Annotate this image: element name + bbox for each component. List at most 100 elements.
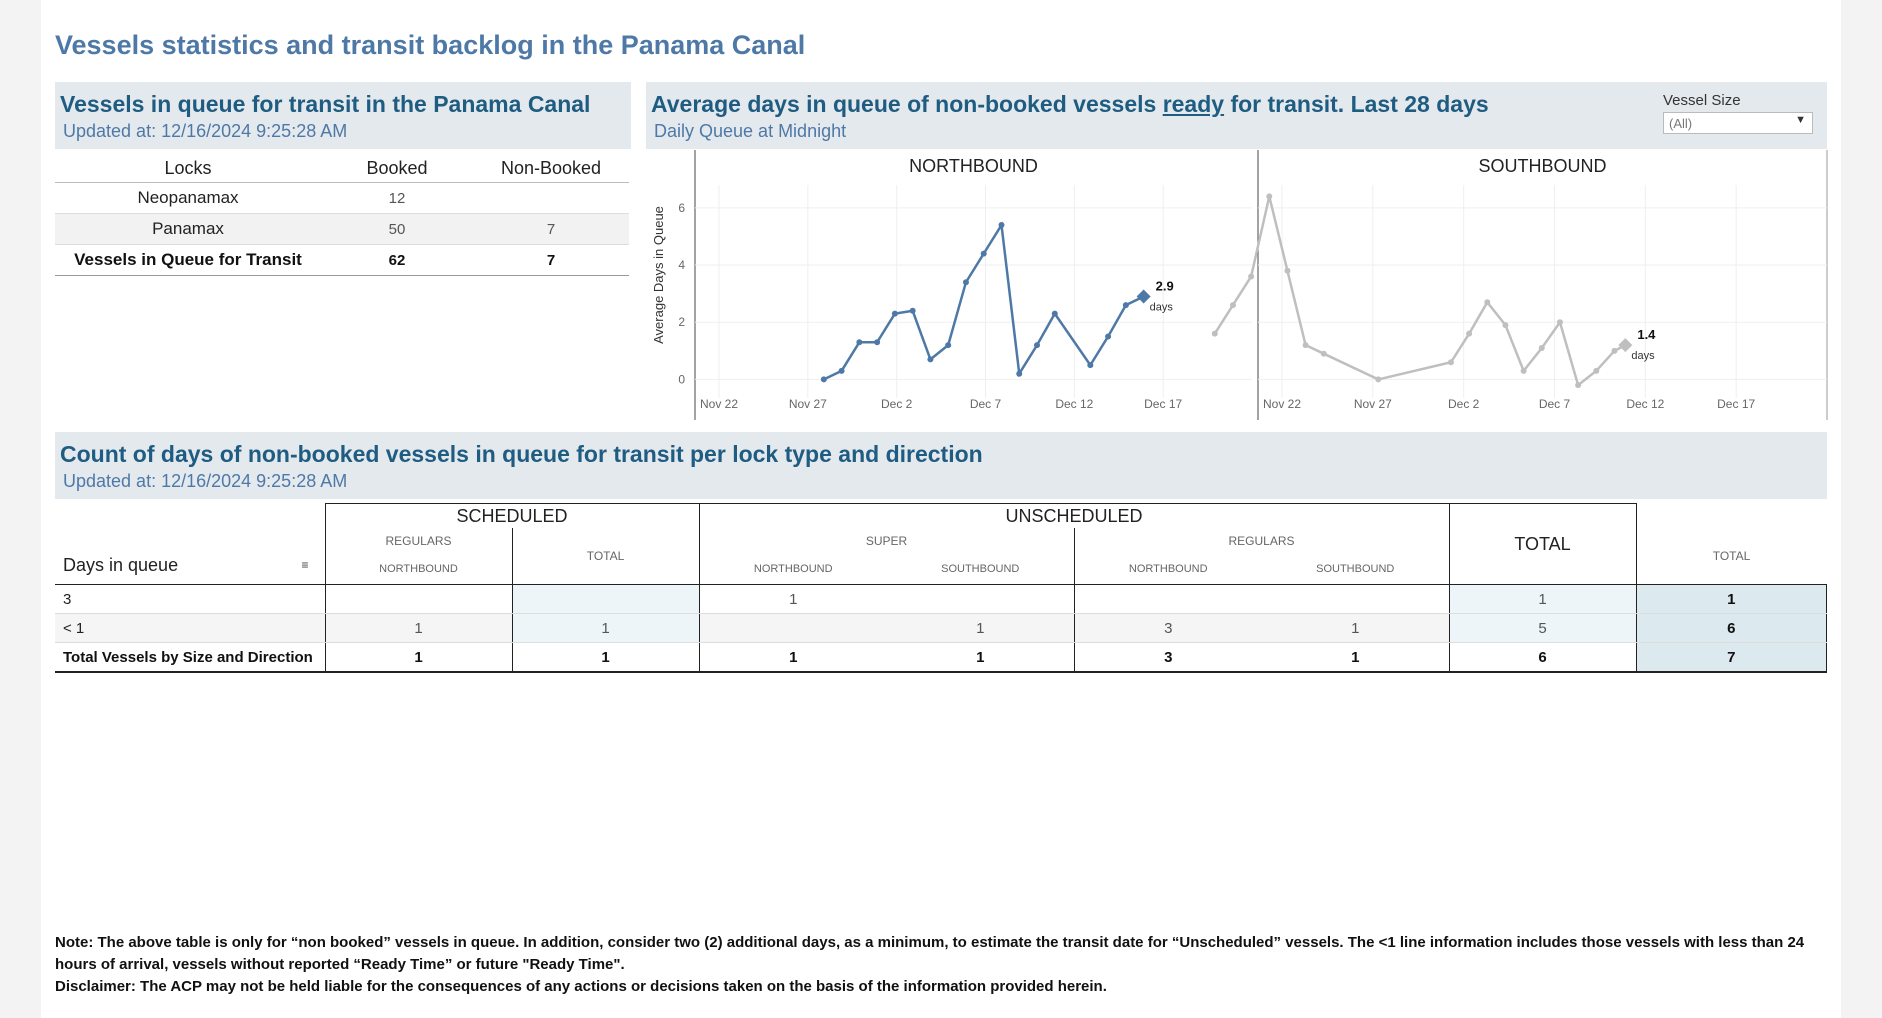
cell[interactable]: 6 (1635, 613, 1827, 643)
count-panel-header: Count of days of non-booked vessels in q… (55, 432, 1827, 499)
cell[interactable]: 1 (511, 642, 699, 673)
data-point (1502, 322, 1509, 329)
cell[interactable]: 7 (1635, 642, 1827, 673)
data-point (838, 367, 845, 374)
cell[interactable]: 1 (698, 584, 887, 614)
lock-name: Neopanamax (55, 182, 321, 214)
cell[interactable]: 1 (1262, 613, 1449, 643)
y-tick-label: 4 (678, 258, 685, 272)
cell[interactable]: 1 (887, 642, 1074, 673)
data-point (1611, 347, 1618, 354)
series-line (1213, 196, 1626, 388)
booked-value[interactable]: 50 (321, 213, 473, 245)
cell[interactable] (1073, 584, 1262, 614)
data-point (1034, 342, 1041, 349)
x-tick-label: Nov 27 (1354, 397, 1392, 411)
table-row: Panamax 50 7 (55, 213, 629, 245)
vessel-size-value: (All) (1669, 116, 1693, 131)
data-point (1375, 376, 1382, 383)
queue-table: Locks Booked Non-Booked Neopanamax 12 Pa… (55, 154, 629, 276)
cell[interactable] (887, 584, 1074, 614)
data-point (1320, 350, 1327, 357)
table-row-total: Vessels in Queue for Transit 62 7 (55, 244, 629, 276)
cell[interactable]: 1 (698, 642, 887, 673)
data-point (1593, 367, 1600, 374)
cell[interactable]: 1 (511, 613, 699, 643)
last-value-label: 1.4 (1637, 327, 1656, 342)
cell[interactable]: 1 (1448, 584, 1636, 614)
non-booked-value[interactable] (473, 182, 629, 214)
last-value-label: 2.9 (1156, 279, 1174, 294)
data-point (874, 339, 881, 346)
non-booked-value[interactable]: 7 (473, 213, 629, 245)
ready-link[interactable]: ready (1162, 91, 1225, 117)
direction-northbound: NORTHBOUND (698, 554, 887, 585)
booked-value[interactable]: 62 (321, 244, 473, 276)
row-label: Total Vessels by Size and Direction (55, 642, 325, 673)
x-tick-label: Dec 7 (970, 397, 1002, 411)
data-point (1302, 342, 1309, 349)
data-point (980, 250, 987, 257)
direction-northbound: NORTHBOUND (1073, 554, 1262, 585)
scheduled-total-subheader: TOTAL (511, 528, 699, 585)
cell[interactable]: 1 (324, 642, 512, 673)
data-point (891, 310, 898, 317)
scheduled-header: SCHEDULED (324, 503, 699, 528)
x-tick-label: Dec 12 (1055, 397, 1093, 411)
cell[interactable]: 1 (887, 613, 1074, 643)
y-axis-label: Average Days in Queue (651, 206, 666, 344)
data-point (1538, 344, 1545, 351)
disclaimer-line: Disclaimer: The ACP may not be held liab… (55, 978, 1107, 995)
row-label: 3 (55, 584, 325, 614)
unscheduled-total-subheader: TOTAL (1635, 528, 1827, 585)
x-tick-label: Nov 22 (1263, 397, 1301, 411)
direction-southbound: SOUTHBOUND (1262, 554, 1449, 585)
cell[interactable]: 3 (1073, 613, 1262, 643)
unscheduled-header: UNSCHEDULED (698, 503, 1449, 528)
x-tick-label: Dec 17 (1144, 397, 1182, 411)
days-in-queue-header: Days in queue ≡ (55, 503, 325, 585)
y-tick-label: 0 (678, 372, 685, 386)
data-point (1575, 382, 1582, 389)
total-header: TOTAL (1448, 503, 1637, 585)
queue-panel-updated: Updated at: 12/16/2024 9:25:28 AM (63, 121, 348, 141)
last-value-unit: days (1631, 350, 1655, 362)
data-point (820, 376, 827, 383)
cell[interactable] (511, 584, 699, 614)
non-booked-value[interactable]: 7 (473, 244, 629, 276)
booked-value[interactable]: 12 (321, 182, 473, 214)
data-point (1484, 299, 1491, 306)
data-point (1284, 267, 1291, 274)
cell[interactable] (698, 613, 887, 643)
data-point (1122, 302, 1129, 309)
cell[interactable]: 1 (324, 613, 512, 643)
cell[interactable]: 3 (1073, 642, 1262, 673)
cell[interactable]: 1 (1262, 642, 1449, 673)
data-point (927, 356, 934, 363)
sort-icon[interactable]: ≡ (301, 558, 309, 572)
vessel-size-dropdown[interactable]: (All) ▼ (1663, 112, 1813, 134)
x-tick-label: Dec 12 (1626, 397, 1664, 411)
table-row: Neopanamax 12 (55, 182, 629, 214)
chart-panel-title: Average days in queue of non-booked vess… (651, 91, 1489, 118)
data-point (1051, 310, 1058, 317)
cell[interactable]: 1 (1635, 584, 1827, 614)
direction-northbound: NORTHBOUND (324, 554, 512, 585)
cell[interactable] (1262, 584, 1449, 614)
cell[interactable] (324, 584, 512, 614)
cell[interactable]: 5 (1448, 613, 1636, 643)
data-point (1211, 330, 1218, 337)
col-locks: Locks (55, 154, 321, 183)
data-point (1016, 370, 1023, 377)
data-point (945, 342, 952, 349)
y-tick-label: 6 (678, 201, 685, 215)
regulars-subheader: REGULARS (1073, 528, 1449, 554)
cell[interactable]: 6 (1448, 642, 1636, 673)
data-point (962, 279, 969, 286)
x-tick-label: Dec 2 (881, 397, 913, 411)
data-point (1266, 193, 1273, 200)
data-point (1556, 319, 1563, 326)
pane-title: NORTHBOUND (909, 156, 1038, 176)
note-text: Note: The above table is only for “non b… (55, 932, 1830, 998)
data-point (856, 339, 863, 346)
